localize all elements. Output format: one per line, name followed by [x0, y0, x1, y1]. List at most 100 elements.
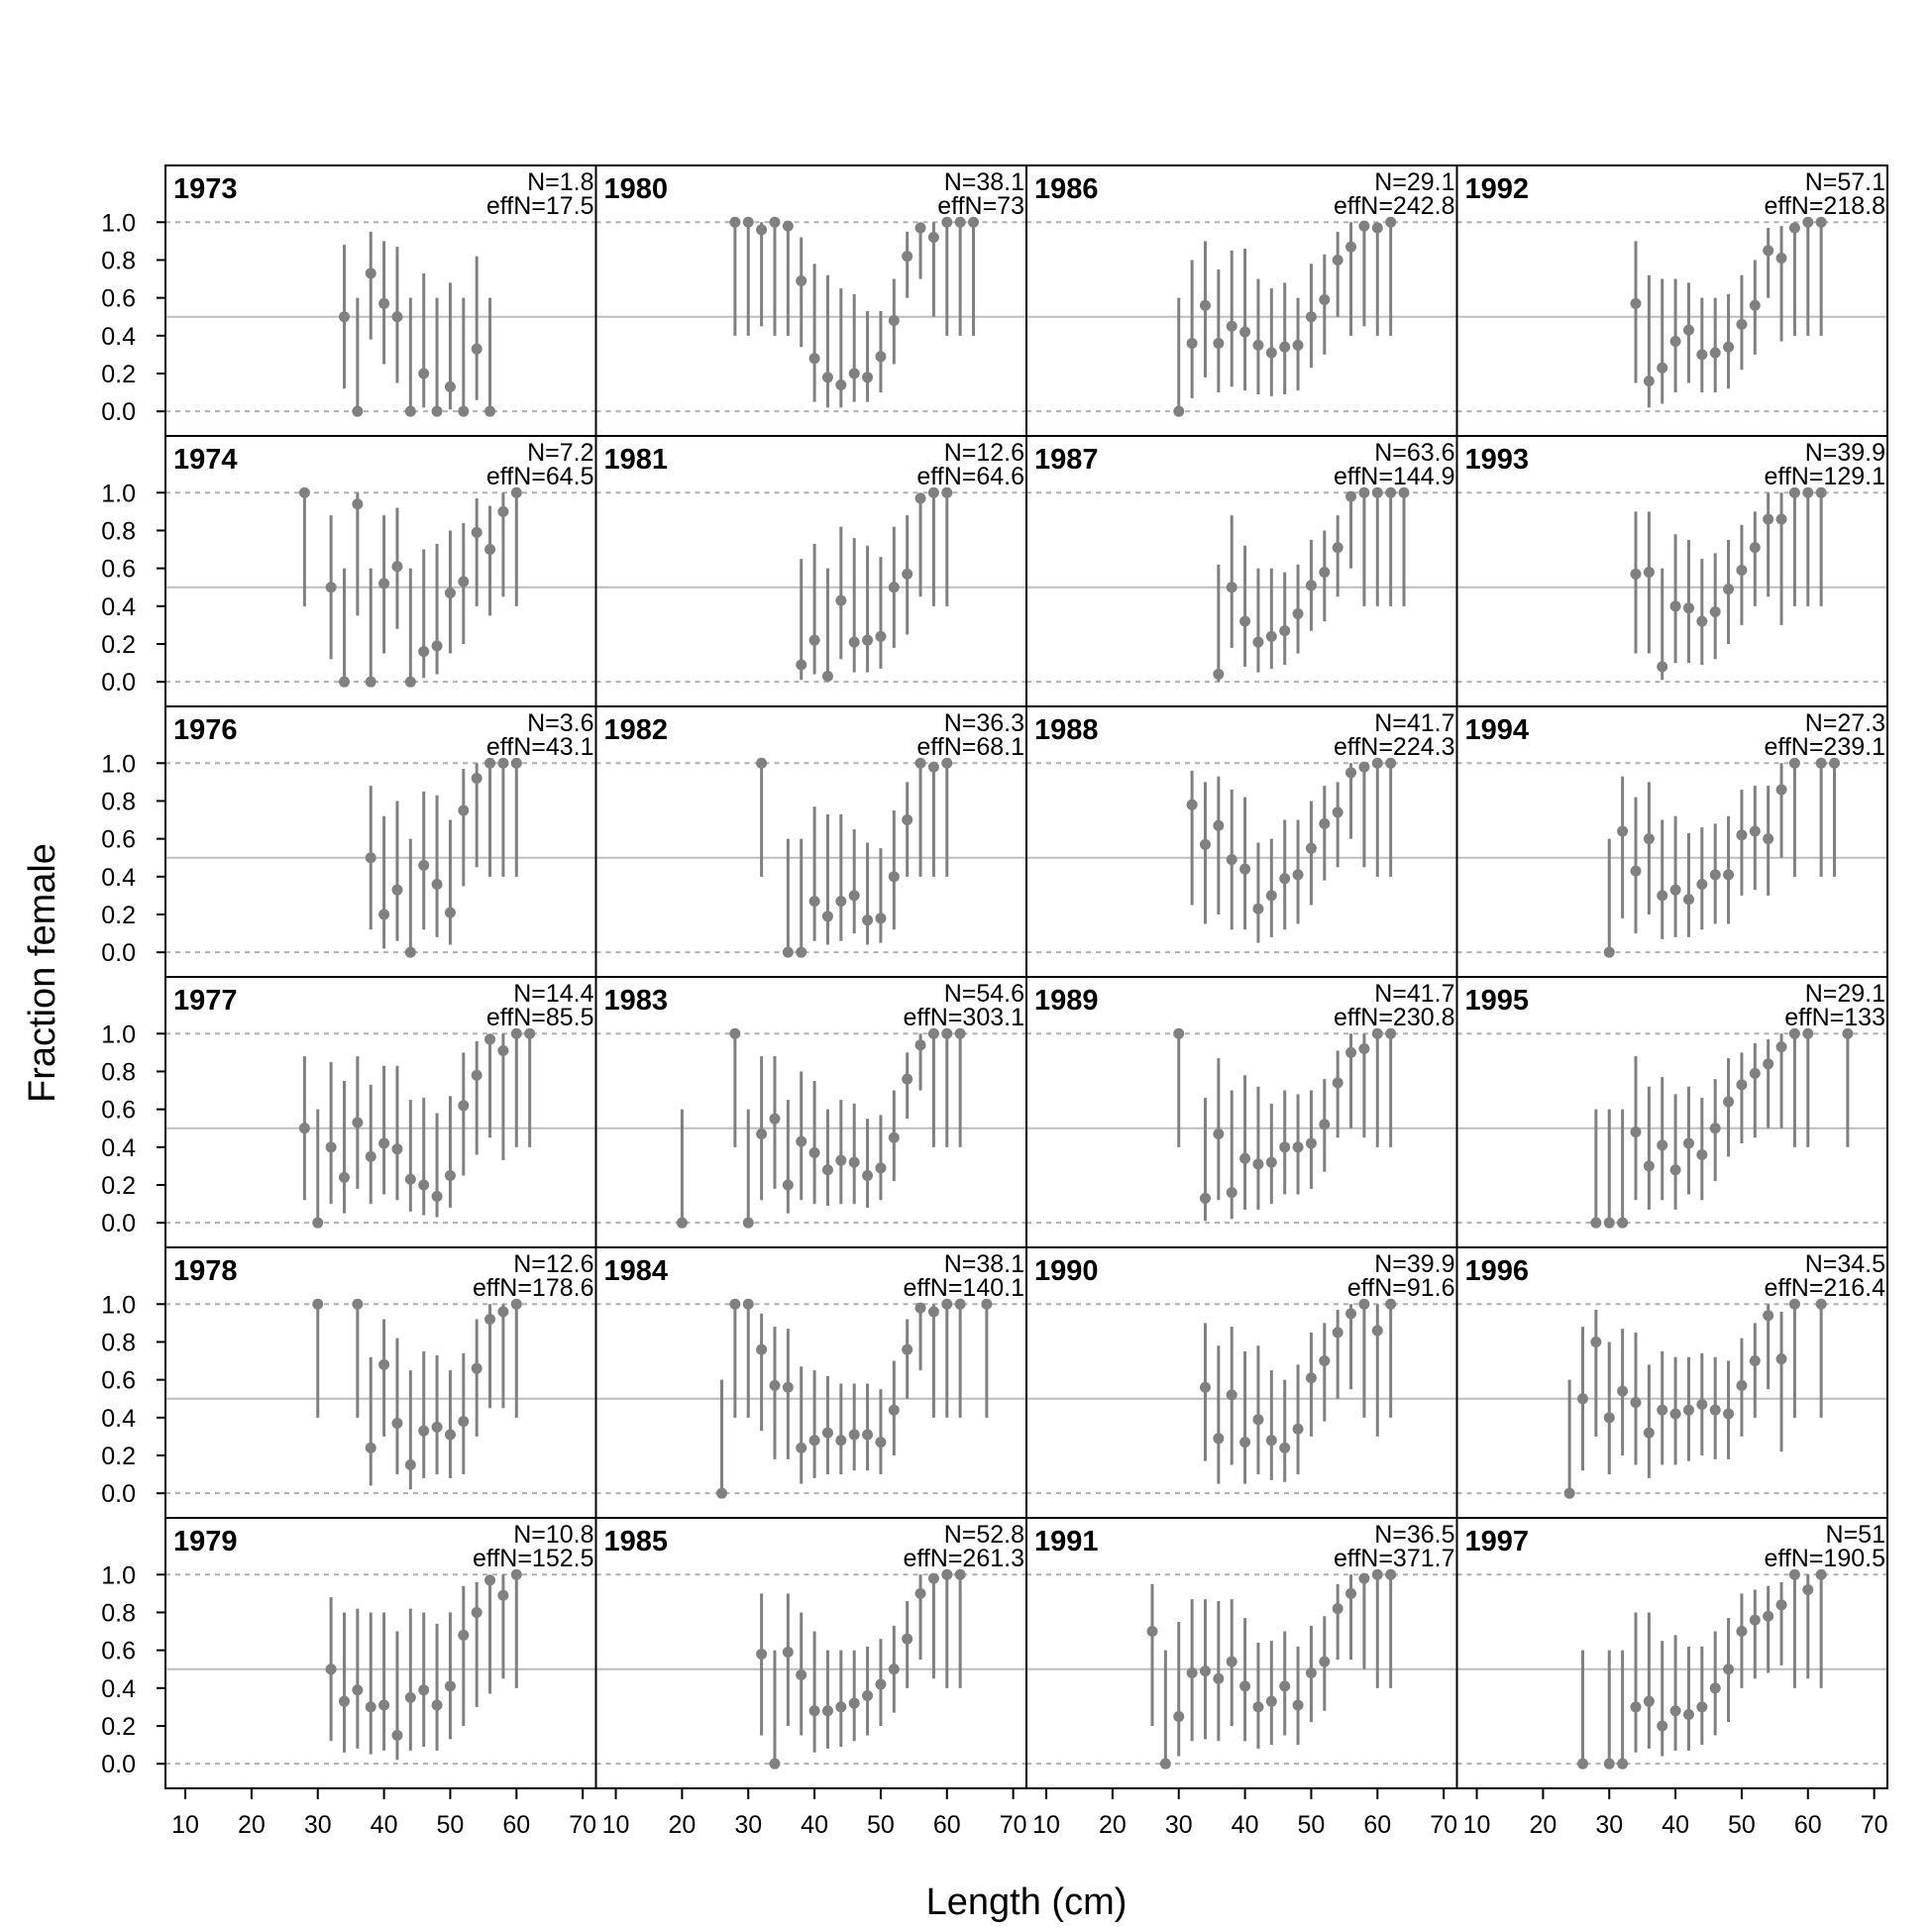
- data-point: [391, 561, 403, 573]
- data-point: [914, 1039, 926, 1051]
- data-point: [1788, 757, 1800, 769]
- data-point: [1226, 1187, 1237, 1199]
- panel-n-label: N=41.7: [1374, 980, 1454, 1008]
- y-tick-label: 0.4: [101, 323, 136, 351]
- data-point: [742, 216, 754, 228]
- data-point: [1643, 1427, 1655, 1439]
- data-point: [1723, 869, 1735, 881]
- data-point: [1385, 757, 1397, 769]
- data-point: [954, 1298, 966, 1310]
- data-point: [1199, 838, 1211, 850]
- data-point: [404, 1691, 416, 1703]
- panel-n-label: N=1.8: [527, 168, 593, 196]
- panel-effn-label: effN=73: [937, 192, 1024, 220]
- data-point: [1723, 1096, 1735, 1108]
- panel-year-label: 1996: [1465, 1255, 1530, 1287]
- data-point: [1709, 1682, 1721, 1694]
- data-point: [729, 1027, 741, 1039]
- panel-effn-label: effN=68.1: [916, 733, 1024, 761]
- data-point: [902, 1073, 913, 1085]
- data-point: [418, 1684, 430, 1696]
- data-point: [471, 1362, 483, 1374]
- data-point: [1682, 1404, 1694, 1416]
- panel-effn-label: effN=261.3: [903, 1545, 1024, 1572]
- panel-year-label: 1990: [1034, 1255, 1099, 1287]
- panel-frame: [1455, 1517, 1888, 1789]
- data-point: [821, 1705, 833, 1717]
- data-point: [1319, 1656, 1331, 1667]
- data-point: [391, 1143, 403, 1155]
- data-point: [1617, 1385, 1629, 1397]
- data-point: [1630, 297, 1642, 309]
- data-point: [1657, 362, 1668, 374]
- data-point: [444, 1429, 456, 1441]
- data-point: [365, 1442, 376, 1453]
- x-tick-label: 10: [1032, 1811, 1060, 1839]
- x-tick-label: 60: [502, 1811, 530, 1839]
- data-point: [497, 1306, 509, 1318]
- panel-effn-label: effN=43.1: [486, 733, 594, 761]
- data-point: [1252, 339, 1264, 351]
- data-point: [888, 1131, 900, 1143]
- data-point: [1319, 1119, 1331, 1130]
- x-tick-label: 50: [867, 1811, 895, 1839]
- data-point: [796, 1668, 807, 1680]
- data-point: [1371, 1325, 1383, 1337]
- data-point: [875, 1437, 887, 1449]
- data-point: [1802, 486, 1814, 498]
- panel-year-label: 1986: [1034, 173, 1099, 205]
- data-point: [756, 1127, 768, 1139]
- data-point: [1239, 326, 1251, 338]
- data-point: [1763, 1058, 1774, 1070]
- data-point: [927, 486, 939, 498]
- y-tick-label: 1.0: [101, 1020, 136, 1048]
- data-point: [510, 1027, 522, 1039]
- data-point: [458, 1100, 470, 1112]
- data-point: [1617, 1217, 1629, 1229]
- data-point: [1345, 241, 1357, 253]
- data-point: [444, 907, 456, 918]
- x-tick-label: 30: [304, 1811, 332, 1839]
- panel-effn-label: effN=216.4: [1764, 1274, 1885, 1302]
- data-point: [835, 1701, 847, 1713]
- data-point: [1199, 299, 1211, 311]
- data-point: [782, 946, 794, 958]
- data-point: [941, 1568, 953, 1580]
- data-point: [927, 1306, 939, 1318]
- data-point: [365, 1701, 376, 1713]
- data-point: [1292, 1423, 1304, 1435]
- x-tick-label: 50: [1298, 1811, 1326, 1839]
- panel-year-label: 1997: [1465, 1526, 1530, 1557]
- panel-year-label: 1977: [173, 985, 238, 1017]
- data-point: [510, 486, 522, 498]
- data-point: [835, 378, 847, 390]
- data-point: [418, 1425, 430, 1437]
- data-point: [352, 1298, 364, 1310]
- data-point: [471, 1606, 483, 1618]
- data-point: [902, 1633, 913, 1645]
- data-point: [1736, 318, 1748, 330]
- data-point: [1213, 1672, 1225, 1684]
- y-tick-label: 0.8: [101, 1599, 136, 1627]
- data-point: [1815, 486, 1827, 498]
- data-point: [1239, 1680, 1251, 1692]
- panel-n-label: N=29.1: [1374, 168, 1454, 196]
- data-point: [1265, 1156, 1277, 1168]
- data-point: [1358, 1298, 1370, 1310]
- x-tick-label: 70: [1000, 1811, 1027, 1839]
- y-axis-title: Fraction female: [22, 843, 63, 1103]
- data-point: [510, 1298, 522, 1310]
- data-point: [981, 1298, 993, 1310]
- data-point: [1736, 1079, 1748, 1091]
- data-point: [927, 232, 939, 244]
- data-point: [1385, 486, 1397, 498]
- data-point: [888, 1404, 900, 1416]
- panel-effn-label: effN=133: [1784, 1004, 1885, 1031]
- data-point: [338, 311, 350, 323]
- y-tick-label: 1.0: [101, 1561, 136, 1589]
- x-tick-label: 20: [1529, 1811, 1556, 1839]
